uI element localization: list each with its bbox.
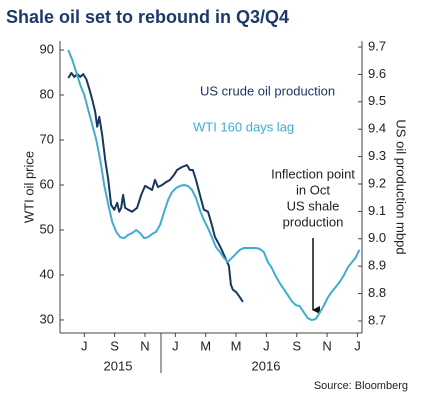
y-tick-label: 70 (40, 131, 54, 146)
legend-label: US crude oil production (200, 83, 335, 98)
year-label: 2015 (104, 358, 133, 373)
y-tick-label: 40 (40, 266, 54, 281)
y2-tick-label: 9.6 (368, 66, 386, 81)
source: Source: Bloomberg (314, 380, 408, 392)
x-tick-label: J (81, 338, 88, 353)
chart-title: Shale oil set to rebound in Q3/Q4 (6, 7, 289, 27)
y2-tick-label: 9.3 (368, 148, 386, 163)
y2-tick-label: 9.2 (368, 175, 386, 190)
y-axis-label: WTI oil price (21, 151, 36, 223)
annotation: production (283, 214, 344, 229)
year-label: 2016 (252, 358, 281, 373)
y2-tick-label: 9.5 (368, 93, 386, 108)
y-tick-label: 60 (40, 176, 54, 191)
y2-tick-label: 9.7 (368, 38, 386, 53)
y2-tick-label: 9.4 (368, 121, 386, 136)
x-tick-label: J (263, 338, 270, 353)
y-tick-label: 50 (40, 221, 54, 236)
annotation: in Oct (296, 182, 330, 197)
x-tick-label: S (292, 338, 301, 353)
y2-tick-label: 8.7 (368, 312, 386, 327)
series-line (67, 72, 244, 303)
y2-tick-label: 8.9 (368, 258, 386, 273)
x-tick-label: J (354, 338, 361, 353)
y2-axis-label: US oil production mbpd (394, 119, 409, 254)
y2-tick-label: 9.1 (368, 203, 386, 218)
y2-tick-label: 8.8 (368, 285, 386, 300)
x-tick-label: M (200, 338, 211, 353)
x-tick-label: M (231, 338, 242, 353)
y-tick-label: 90 (40, 41, 54, 56)
y-tick-label: 80 (40, 86, 54, 101)
legend-label: WTI 160 days lag (193, 119, 294, 134)
series-line (67, 49, 361, 321)
annotation: Inflection point (271, 166, 355, 181)
y-tick-label: 30 (40, 311, 54, 326)
x-tick-label: N (322, 338, 331, 353)
x-tick-label: N (140, 338, 149, 353)
x-tick-label: J (172, 338, 179, 353)
annotation: US shale (287, 198, 340, 213)
x-tick-label: S (110, 338, 119, 353)
y2-tick-label: 9.0 (368, 230, 386, 245)
